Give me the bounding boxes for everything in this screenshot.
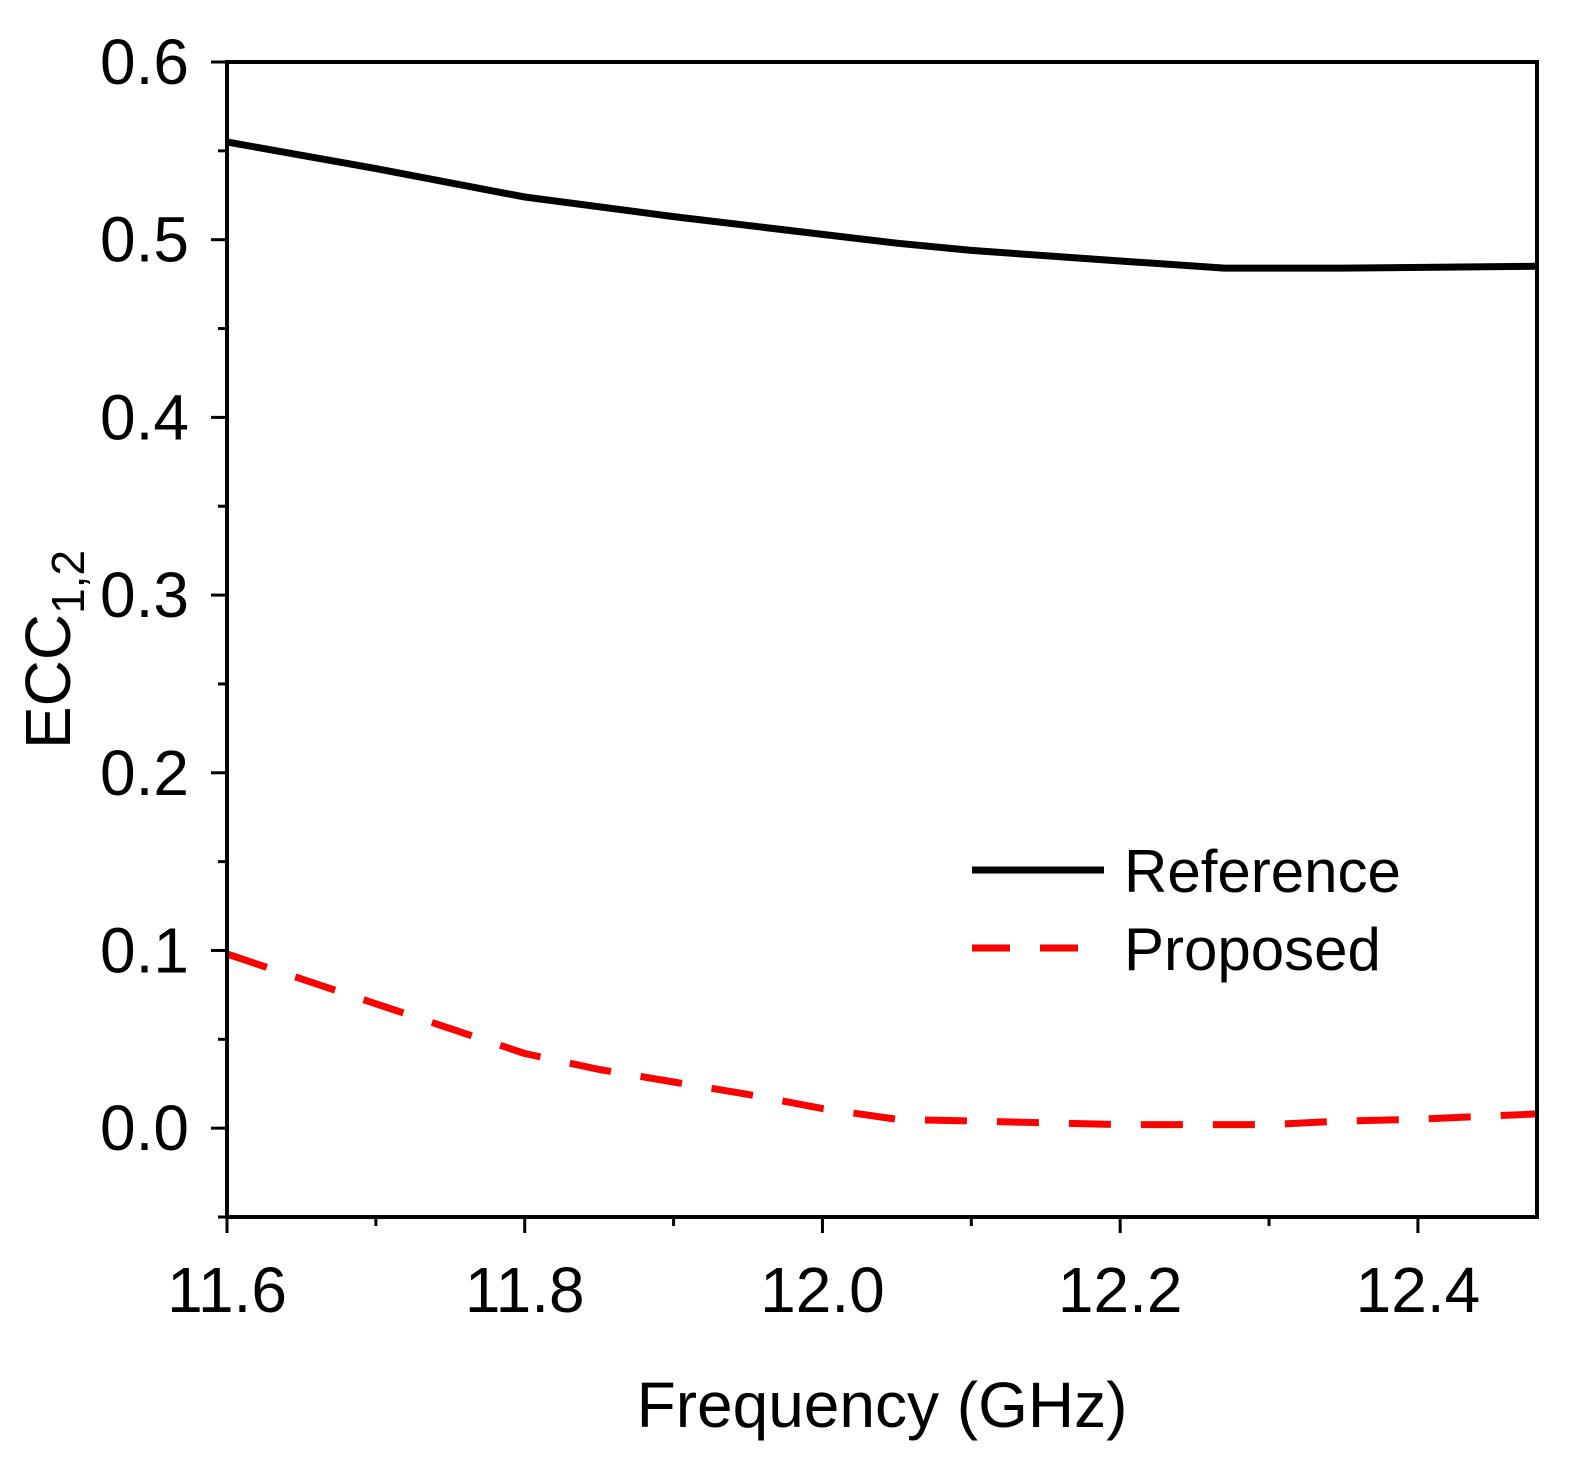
x-axis-title: Frequency (GHz) [637, 1369, 1128, 1441]
legend-label-proposed: Proposed [1124, 916, 1381, 983]
x-tick-label: 11.6 [167, 1254, 287, 1326]
y-axis-title-subscript: 1,2 [42, 550, 94, 614]
y-tick-label: 0.0 [100, 1092, 189, 1164]
y-tick-label: 0.5 [100, 204, 189, 276]
y-axis-title-base: ECC [12, 614, 84, 749]
y-tick-label: 0.2 [100, 737, 189, 809]
legend: Reference Proposed [972, 838, 1401, 983]
y-tick-label: 0.6 [100, 26, 189, 98]
y-tick-label: 0.1 [100, 914, 189, 986]
y-tick-label: 0.3 [100, 559, 189, 631]
tick-labels: 11.6 11.8 12.0 12.2 12.4 0.0 0.1 0.2 0.3 0.4 0.5 0.… [100, 26, 1480, 1326]
ticks-layer [211, 60, 1420, 1233]
plot-frame [225, 60, 1539, 1219]
x-tick-label: 12.0 [760, 1254, 885, 1326]
series-layer [225, 138, 1538, 1129]
x-tick-label: 12.2 [1058, 1254, 1183, 1326]
series-line-reference [226, 138, 1538, 272]
legend-label-reference: Reference [1124, 838, 1401, 905]
x-tick-label: 12.4 [1356, 1254, 1481, 1326]
series-line-proposed [225, 950, 1538, 1129]
y-axis-title: ECC1,2 [12, 550, 94, 749]
y-tick-label: 0.4 [100, 381, 189, 453]
x-tick-label: 11.8 [465, 1254, 585, 1326]
